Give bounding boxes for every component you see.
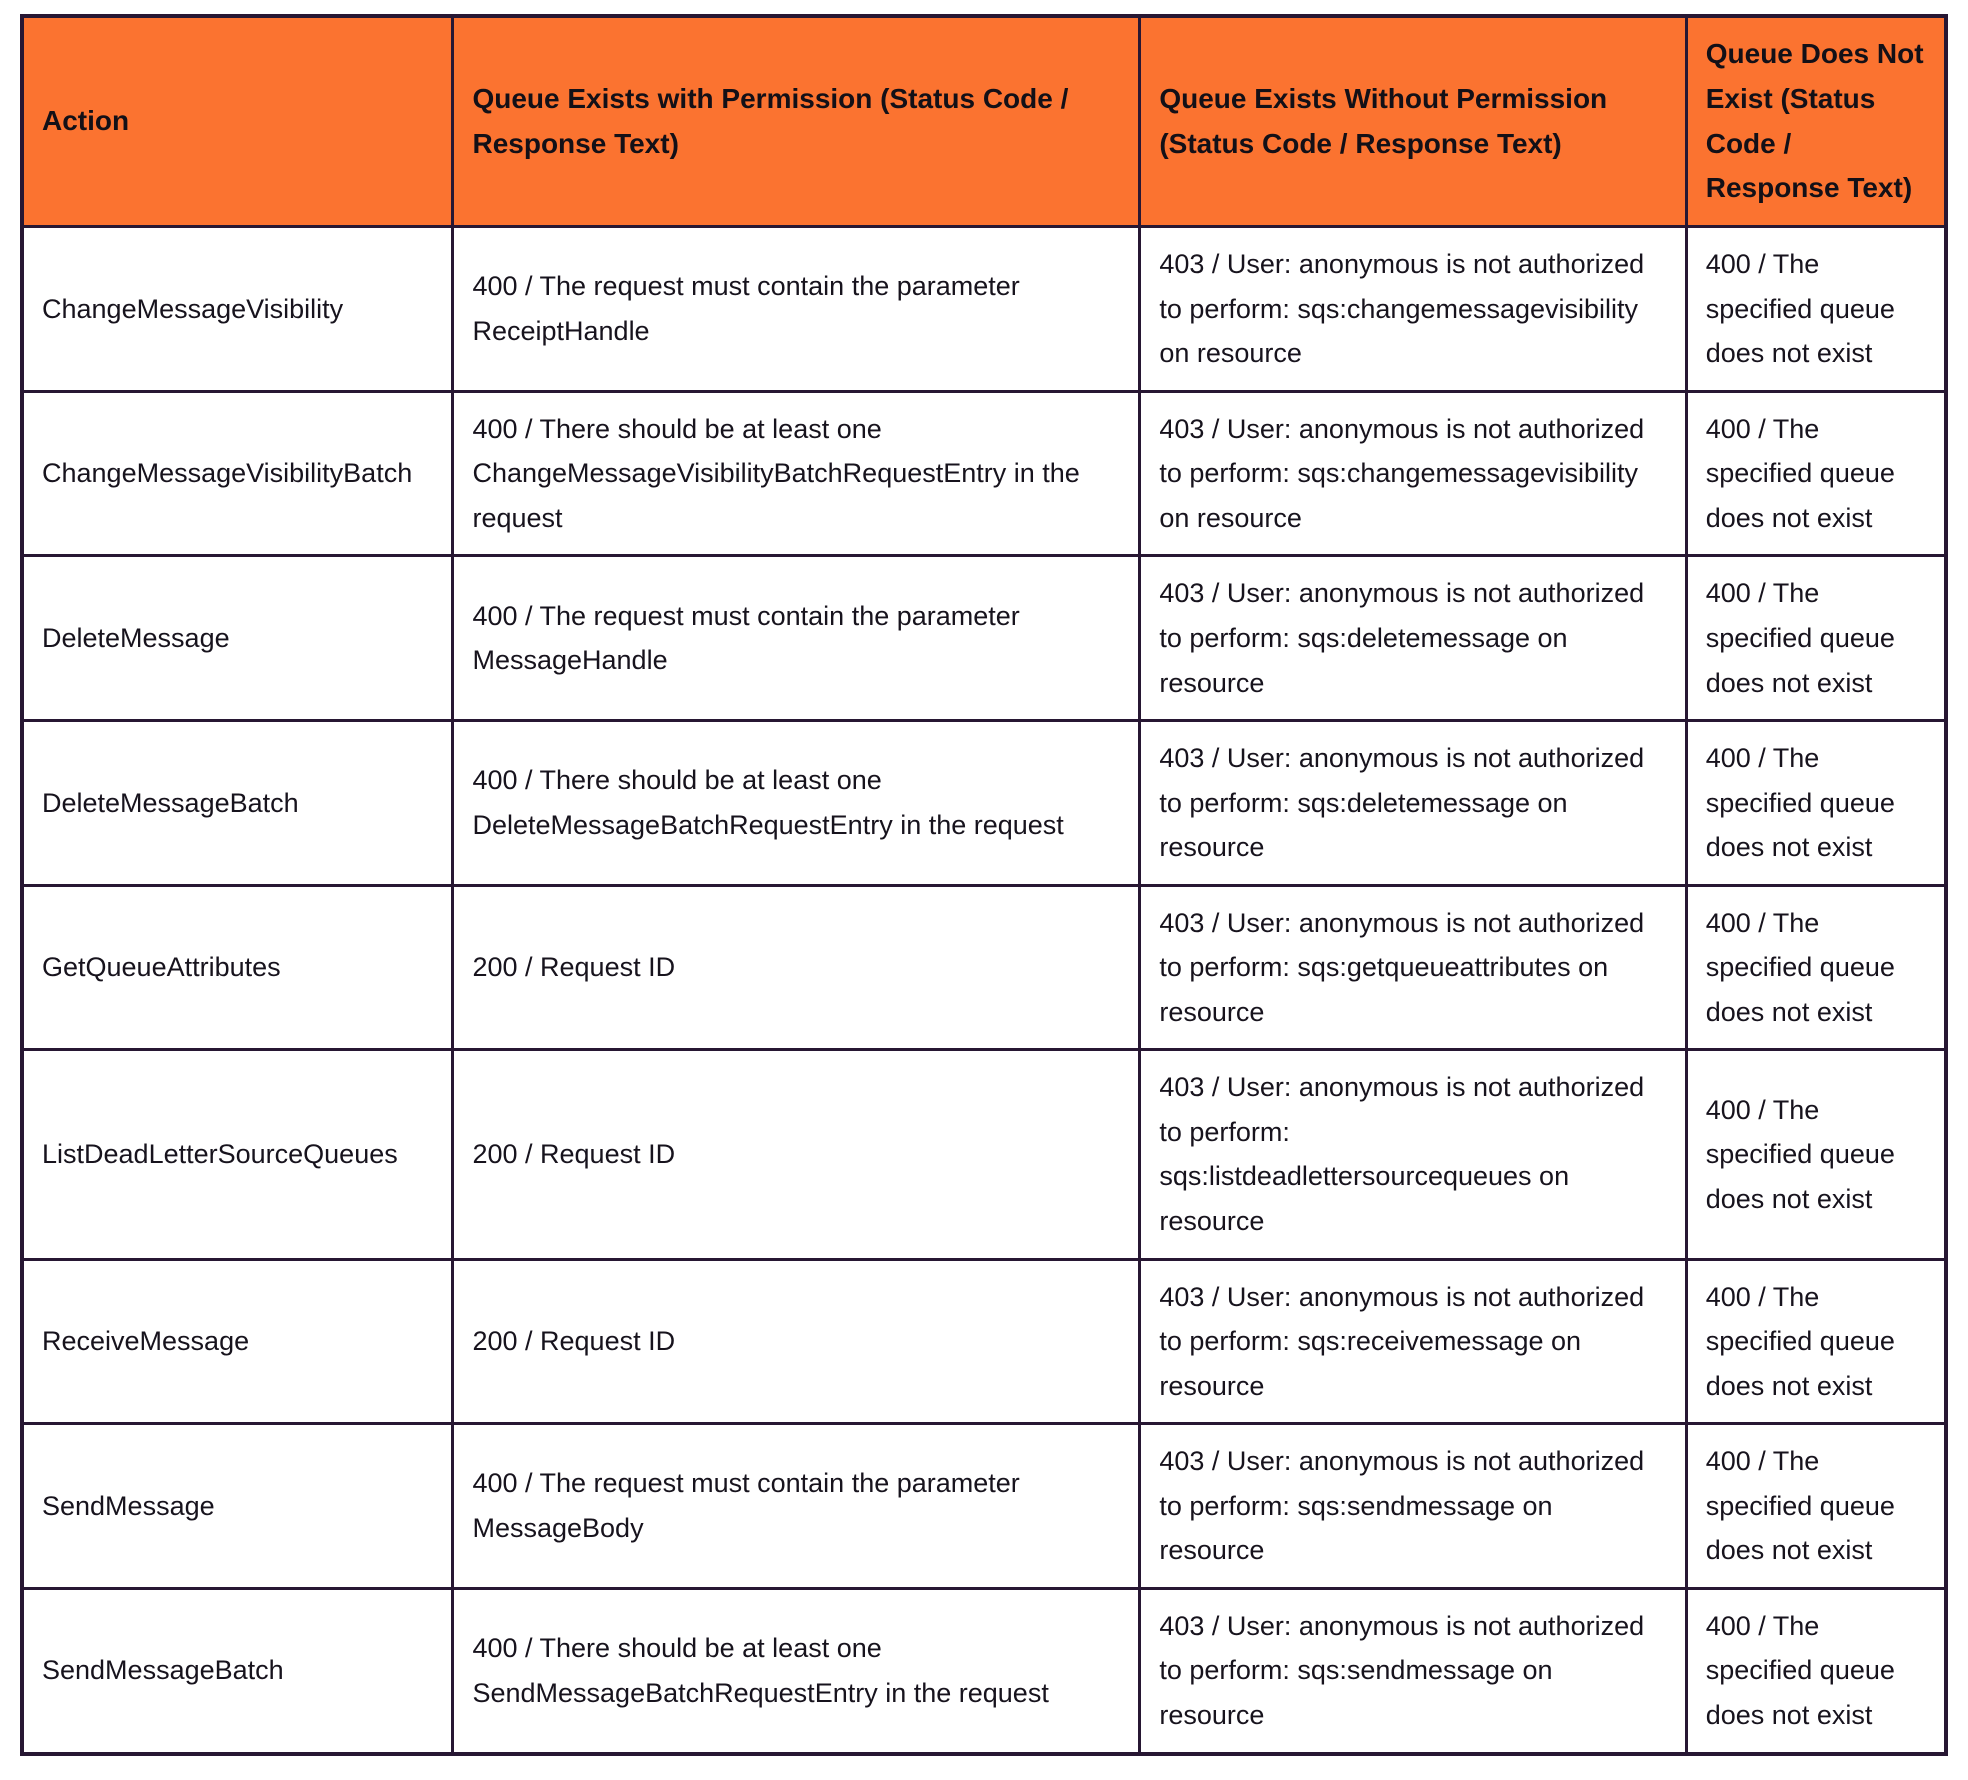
without-permission-cell: 403 / User: anonymous is not authorized … bbox=[1138, 1257, 1688, 1426]
action-cell: SendMessage bbox=[20, 1422, 455, 1590]
action-cell: DeleteMessageBatch bbox=[20, 719, 455, 887]
without-permission-cell: 403 / User: anonymous is not authorized … bbox=[1138, 389, 1688, 558]
with-permission-cell: 400 / The request must contain the param… bbox=[451, 554, 1142, 723]
column-header-with-permission: Queue Exists with Permission (Status Cod… bbox=[451, 14, 1142, 229]
without-permission-cell: 403 / User: anonymous is not authorized … bbox=[1138, 225, 1688, 393]
queue-not-exist-cell: 400 / The specified queue does not exist bbox=[1684, 719, 1948, 887]
table-row: ListDeadLetterSourceQueues 200 / Request… bbox=[20, 1048, 1948, 1261]
with-permission-cell: 400 / The request must contain the param… bbox=[451, 1422, 1142, 1590]
action-cell: ReceiveMessage bbox=[20, 1257, 455, 1426]
with-permission-cell: 400 / There should be at least one Chang… bbox=[451, 389, 1142, 558]
without-permission-cell: 403 / User: anonymous is not authorized … bbox=[1138, 554, 1688, 723]
without-permission-cell: 403 / User: anonymous is not authorized … bbox=[1138, 883, 1688, 1052]
sqs-action-response-table: Action Queue Exists with Permission (Sta… bbox=[20, 14, 1948, 1756]
queue-not-exist-cell: 400 / The specified queue does not exist bbox=[1684, 225, 1948, 393]
queue-not-exist-cell: 400 / The specified queue does not exist bbox=[1684, 1422, 1948, 1590]
queue-not-exist-cell: 400 / The specified queue does not exist bbox=[1684, 554, 1948, 723]
action-cell: ChangeMessageVisibility bbox=[20, 225, 455, 393]
queue-not-exist-cell: 400 / The specified queue does not exist bbox=[1684, 1048, 1948, 1261]
action-cell: DeleteMessage bbox=[20, 554, 455, 723]
action-cell: ListDeadLetterSourceQueues bbox=[20, 1048, 455, 1261]
table-row: SendMessageBatch 400 / There should be a… bbox=[20, 1586, 1948, 1756]
without-permission-cell: 403 / User: anonymous is not authorized … bbox=[1138, 1048, 1688, 1261]
column-header-without-permission: Queue Exists Without Permission (Status … bbox=[1138, 14, 1688, 229]
column-header-queue-not-exist: Queue Does Not Exist (Status Code / Resp… bbox=[1684, 14, 1948, 229]
column-header-action: Action bbox=[20, 14, 455, 229]
table-row: ChangeMessageVisibility 400 / The reques… bbox=[20, 225, 1948, 393]
action-cell: SendMessageBatch bbox=[20, 1586, 455, 1756]
table-row: DeleteMessageBatch 400 / There should be… bbox=[20, 719, 1948, 887]
queue-not-exist-cell: 400 / The specified queue does not exist bbox=[1684, 1586, 1948, 1756]
header-row: Action Queue Exists with Permission (Sta… bbox=[20, 14, 1948, 229]
table-row: ReceiveMessage 200 / Request ID 403 / Us… bbox=[20, 1257, 1948, 1426]
with-permission-cell: 200 / Request ID bbox=[451, 1048, 1142, 1261]
table-body: ChangeMessageVisibility 400 / The reques… bbox=[20, 225, 1948, 1756]
action-cell: ChangeMessageVisibilityBatch bbox=[20, 389, 455, 558]
queue-not-exist-cell: 400 / The specified queue does not exist bbox=[1684, 883, 1948, 1052]
table-header: Action Queue Exists with Permission (Sta… bbox=[20, 14, 1948, 229]
with-permission-cell: 400 / The request must contain the param… bbox=[451, 225, 1142, 393]
without-permission-cell: 403 / User: anonymous is not authorized … bbox=[1138, 1586, 1688, 1756]
table-row: GetQueueAttributes 200 / Request ID 403 … bbox=[20, 883, 1948, 1052]
action-cell: GetQueueAttributes bbox=[20, 883, 455, 1052]
with-permission-cell: 400 / There should be at least one SendM… bbox=[451, 1586, 1142, 1756]
with-permission-cell: 200 / Request ID bbox=[451, 883, 1142, 1052]
table-row: DeleteMessage 400 / The request must con… bbox=[20, 554, 1948, 723]
table-row: SendMessage 400 / The request must conta… bbox=[20, 1422, 1948, 1590]
queue-not-exist-cell: 400 / The specified queue does not exist bbox=[1684, 389, 1948, 558]
with-permission-cell: 200 / Request ID bbox=[451, 1257, 1142, 1426]
with-permission-cell: 400 / There should be at least one Delet… bbox=[451, 719, 1142, 887]
without-permission-cell: 403 / User: anonymous is not authorized … bbox=[1138, 1422, 1688, 1590]
table-row: ChangeMessageVisibilityBatch 400 / There… bbox=[20, 389, 1948, 558]
queue-not-exist-cell: 400 / The specified queue does not exist bbox=[1684, 1257, 1948, 1426]
without-permission-cell: 403 / User: anonymous is not authorized … bbox=[1138, 719, 1688, 887]
